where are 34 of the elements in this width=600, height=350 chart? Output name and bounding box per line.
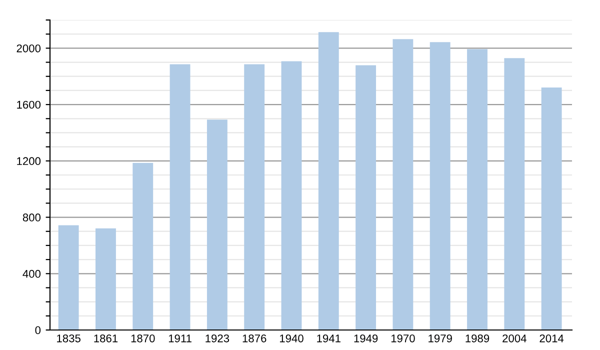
- bar: [318, 32, 339, 330]
- bar: [244, 64, 265, 330]
- y-tick-label: 2000: [16, 44, 41, 52]
- bar: [170, 64, 190, 330]
- bar: [206, 120, 228, 330]
- x-tick-label: 1835: [57, 334, 80, 342]
- bar: [504, 58, 525, 330]
- y-tick-label: 1600: [17, 100, 41, 109]
- bar: [132, 162, 154, 330]
- y-tick-label: 1200: [17, 157, 41, 166]
- y-tick-label: 400: [22, 270, 41, 278]
- x-tick-label: 1911: [168, 334, 192, 342]
- bar: [281, 61, 302, 330]
- x-tick-label: 1979: [428, 334, 452, 342]
- bar: [356, 65, 376, 330]
- x-tick-label: 1876: [242, 334, 266, 342]
- x-tick-label: 2014: [540, 334, 564, 342]
- x-tick-label: 1870: [131, 334, 155, 342]
- x-tick-label: 2004: [502, 334, 526, 342]
- x-tick-label: 1923: [206, 334, 230, 342]
- x-tick-label: 1861: [94, 334, 118, 342]
- bar: [467, 49, 488, 330]
- x-tick-label: 1989: [466, 334, 490, 342]
- bar: [541, 87, 562, 330]
- x-tick-label: 1940: [280, 334, 304, 342]
- y-tick-label: 800: [22, 214, 41, 222]
- bar: [58, 225, 79, 330]
- x-tick-label: 1970: [391, 334, 415, 342]
- x-tick-label: 1941: [317, 334, 340, 342]
- bar: [430, 42, 450, 330]
- bar: [392, 39, 414, 330]
- y-tick-label: 0: [35, 326, 41, 334]
- x-tick-label: 1949: [354, 334, 378, 342]
- bar: [96, 228, 116, 330]
